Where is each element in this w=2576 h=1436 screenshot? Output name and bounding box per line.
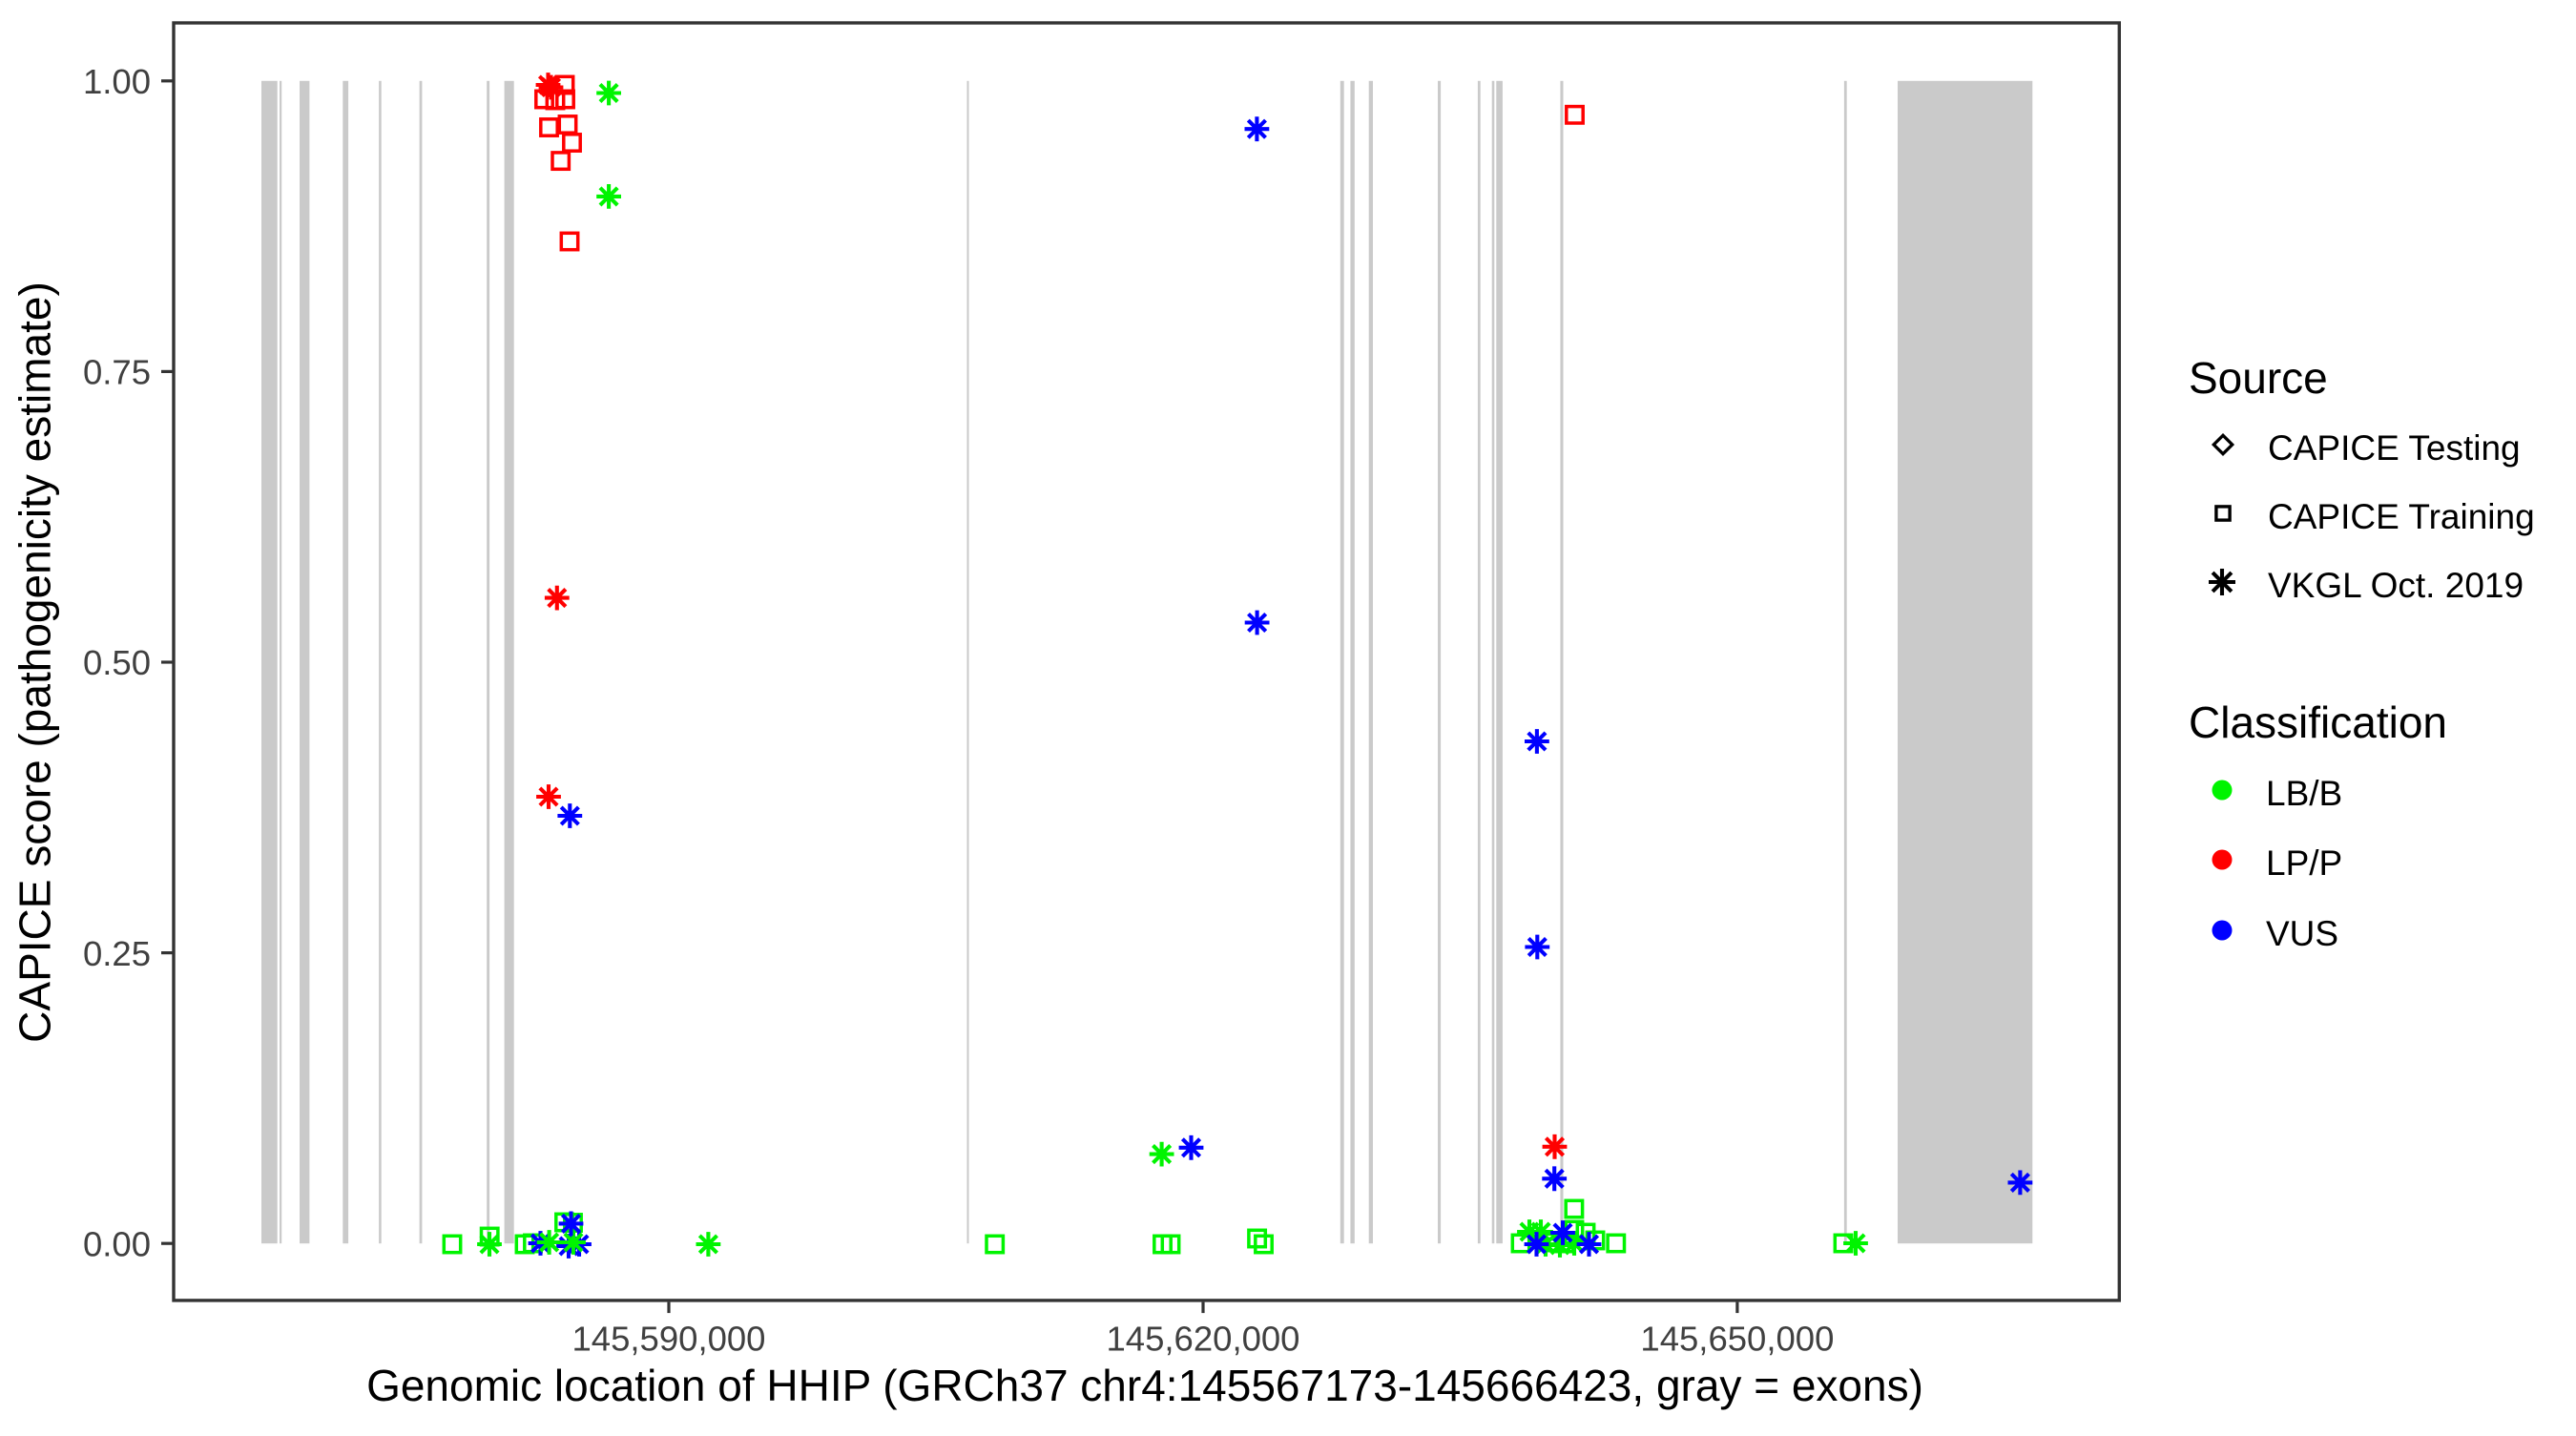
svg-text:145,590,000: 145,590,000 — [572, 1320, 766, 1359]
svg-text:CAPICE Training: CAPICE Training — [2268, 497, 2535, 536]
svg-text:LB/B: LB/B — [2266, 774, 2342, 813]
svg-text:0.00: 0.00 — [83, 1224, 151, 1263]
svg-text:0.75: 0.75 — [83, 353, 151, 392]
svg-text:145,650,000: 145,650,000 — [1640, 1320, 1834, 1359]
svg-text:1.00: 1.00 — [83, 62, 151, 101]
svg-text:145,620,000: 145,620,000 — [1107, 1320, 1300, 1359]
svg-text:0.50: 0.50 — [83, 643, 151, 682]
svg-text:LP/P: LP/P — [2266, 843, 2342, 883]
svg-text:CAPICE score (pathogenicity es: CAPICE score (pathogenicity estimate) — [10, 281, 60, 1043]
svg-text:VKGL Oct. 2019: VKGL Oct. 2019 — [2268, 566, 2524, 605]
svg-text:VUS: VUS — [2266, 914, 2338, 953]
svg-text:CAPICE Testing: CAPICE Testing — [2268, 428, 2521, 468]
svg-text:0.25: 0.25 — [83, 934, 151, 973]
svg-text:Genomic location of HHIP (GRCh: Genomic location of HHIP (GRCh37 chr4:14… — [366, 1361, 1923, 1410]
svg-text:Classification: Classification — [2189, 697, 2447, 747]
svg-text:Source: Source — [2189, 353, 2328, 403]
